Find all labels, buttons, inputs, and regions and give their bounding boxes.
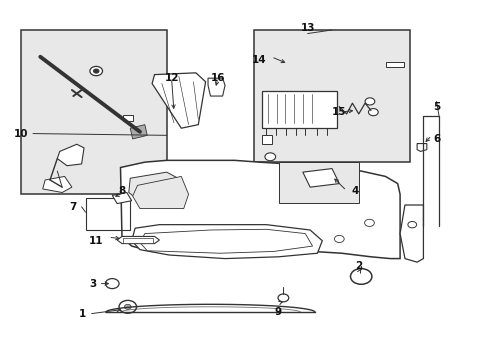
- Bar: [21, 30, 166, 194]
- Polygon shape: [302, 168, 339, 187]
- Bar: [122, 115, 132, 121]
- Bar: [122, 238, 153, 243]
- Circle shape: [124, 304, 131, 309]
- Text: 7: 7: [69, 202, 77, 212]
- Text: 2: 2: [354, 261, 362, 271]
- Polygon shape: [112, 193, 131, 203]
- Text: 1: 1: [79, 309, 86, 319]
- Polygon shape: [128, 172, 181, 203]
- Text: 11: 11: [89, 236, 103, 246]
- Polygon shape: [131, 225, 322, 258]
- Polygon shape: [132, 176, 188, 208]
- Circle shape: [105, 279, 119, 289]
- Circle shape: [334, 235, 344, 243]
- Bar: [385, 62, 403, 67]
- Text: 15: 15: [331, 107, 346, 117]
- Circle shape: [364, 219, 373, 226]
- Text: 4: 4: [351, 186, 358, 196]
- Circle shape: [350, 269, 371, 284]
- Circle shape: [368, 109, 377, 116]
- Text: 10: 10: [14, 129, 28, 139]
- Circle shape: [90, 66, 102, 76]
- Polygon shape: [117, 237, 159, 244]
- Bar: [261, 135, 272, 144]
- Polygon shape: [130, 125, 147, 139]
- Circle shape: [119, 300, 136, 313]
- Text: 16: 16: [210, 73, 224, 83]
- Circle shape: [264, 153, 275, 161]
- Text: 14: 14: [251, 55, 266, 65]
- Circle shape: [93, 69, 99, 73]
- Circle shape: [407, 221, 416, 228]
- Bar: [254, 30, 409, 162]
- Circle shape: [278, 294, 288, 302]
- Polygon shape: [120, 160, 399, 258]
- Bar: [278, 162, 358, 203]
- Bar: [261, 91, 336, 128]
- Text: 6: 6: [432, 134, 439, 144]
- Text: 12: 12: [164, 73, 179, 83]
- Circle shape: [365, 98, 374, 105]
- Polygon shape: [207, 78, 224, 96]
- Polygon shape: [399, 205, 423, 262]
- Polygon shape: [416, 144, 426, 152]
- Text: 8: 8: [118, 186, 125, 196]
- Polygon shape: [152, 73, 205, 128]
- Polygon shape: [57, 144, 84, 166]
- Polygon shape: [42, 176, 72, 193]
- Text: 3: 3: [89, 279, 96, 289]
- Text: 13: 13: [300, 23, 314, 33]
- Text: 9: 9: [274, 307, 282, 317]
- Polygon shape: [140, 229, 312, 253]
- Text: 5: 5: [432, 102, 439, 112]
